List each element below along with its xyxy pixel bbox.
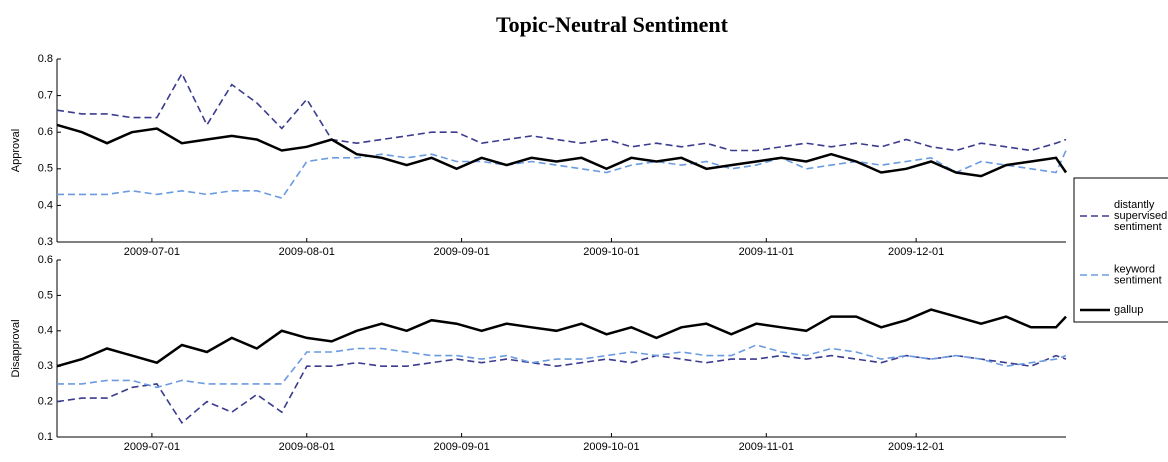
legend-box <box>1073 177 1168 323</box>
data-line <box>57 344 1067 389</box>
y-tick-label: 0.6 <box>38 254 53 266</box>
x-tick-label: 2009-08-01 <box>279 441 335 453</box>
y-tick-label: 0.6 <box>38 126 53 138</box>
y-tick-label: 0.5 <box>38 163 53 175</box>
x-tick-label: 2009-07-01 <box>124 246 180 258</box>
x-tick-label: 2009-09-01 <box>433 246 489 258</box>
x-tick-label: 2009-07-01 <box>124 441 180 453</box>
legend-label: gallup <box>1114 304 1143 316</box>
x-tick-label: 2009-11-01 <box>739 246 794 258</box>
y-tick-label: 0.2 <box>38 396 53 408</box>
y-axis-label: Disapproval <box>10 319 22 377</box>
y-tick-label: 0.1 <box>38 431 53 443</box>
data-line <box>56 308 1067 368</box>
x-tick-label: 2009-10-01 <box>583 246 639 258</box>
x-tick-label: 2009-11-01 <box>739 441 794 453</box>
chart-title: Topic-Neutral Sentiment <box>496 12 729 37</box>
data-line <box>57 150 1067 200</box>
x-tick-label: 2009-12-01 <box>888 441 944 453</box>
y-tick-label: 0.4 <box>38 199 53 211</box>
x-tick-label: 2009-12-01 <box>888 246 944 258</box>
x-tick-label: 2009-08-01 <box>279 246 335 258</box>
y-tick-label: 0.4 <box>38 325 53 337</box>
legend-label: keyword sentiment <box>1114 263 1162 286</box>
x-tick-label: 2009-10-01 <box>583 441 639 453</box>
legend-label: distantly supervised sentiment <box>1114 199 1167 233</box>
data-line <box>56 71 1067 152</box>
data-line <box>56 123 1068 178</box>
x-tick-label: 2009-09-01 <box>433 441 489 453</box>
y-tick-label: 0.3 <box>38 360 53 372</box>
y-tick-label: 0.7 <box>38 90 53 102</box>
data-line <box>56 354 1067 425</box>
y-tick-label: 0.5 <box>38 289 53 301</box>
y-axis-label: Approval <box>10 129 22 172</box>
y-tick-label: 0.8 <box>38 53 53 65</box>
y-tick-label: 0.3 <box>38 236 53 248</box>
